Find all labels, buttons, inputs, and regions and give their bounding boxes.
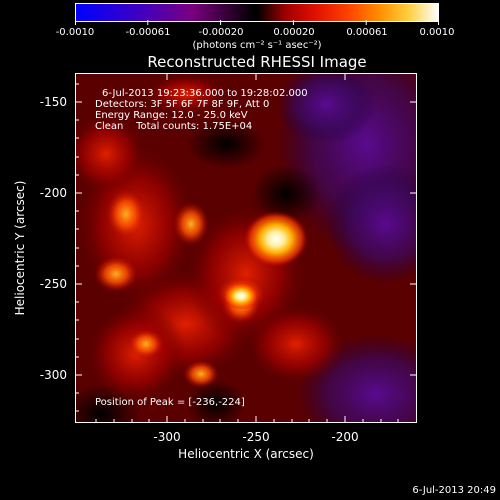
colorbar-units: (photons cm⁻² s⁻¹ asec⁻²) [192,40,322,51]
y-tick-label: -250 [39,277,67,291]
colorbar-tick-label: -0.0010 [55,27,95,38]
colorbar-tick-label: 0.0010 [419,27,455,38]
peak-position-annotation: Position of Peak = [-236,-224] [95,397,245,408]
x-axis-title: Heliocentric X (arcsec) [178,447,314,461]
time-range-annotation: 6-Jul-2013 19:23:36.000 to 19:28:02.000 [102,88,308,99]
colorbar-tick-label: -0.00020 [198,27,244,38]
rhessi-image-plot: 6-Jul-2013 19:23:36.000 to 19:28:02.000 … [75,73,417,423]
energy-range-annotation: Energy Range: 12.0 - 25.0 keV [95,110,248,121]
colorbar-tick-label: 0.00020 [273,27,315,38]
y-tick-label: -200 [39,186,67,200]
y-tick-label: -150 [39,95,67,109]
y-tick-label: -300 [39,368,67,382]
axis-ticks [75,73,417,423]
algorithm-annotation: Clean Total counts: 1.75E+04 [95,121,253,132]
plot-title: Reconstructed RHESSI Image [147,53,367,71]
x-tick-label: -200 [331,430,359,444]
detectors-annotation: Detectors: 3F 5F 6F 7F 8F 9F, Att 0 [95,99,270,110]
x-tick-label: -300 [153,430,181,444]
colorbar [75,3,439,22]
colorbar-ticks [75,20,439,25]
timestamp: 6-Jul-2013 20:49 [412,485,496,496]
x-tick-label: -250 [242,430,270,444]
colorbar-gradient [76,4,438,21]
y-axis-title: Heliocentric Y (arcsec) [13,180,27,316]
rhessi-image [76,74,416,422]
colorbar-tick-label: 0.00061 [346,27,388,38]
colorbar-tick-label: -0.00061 [125,27,171,38]
